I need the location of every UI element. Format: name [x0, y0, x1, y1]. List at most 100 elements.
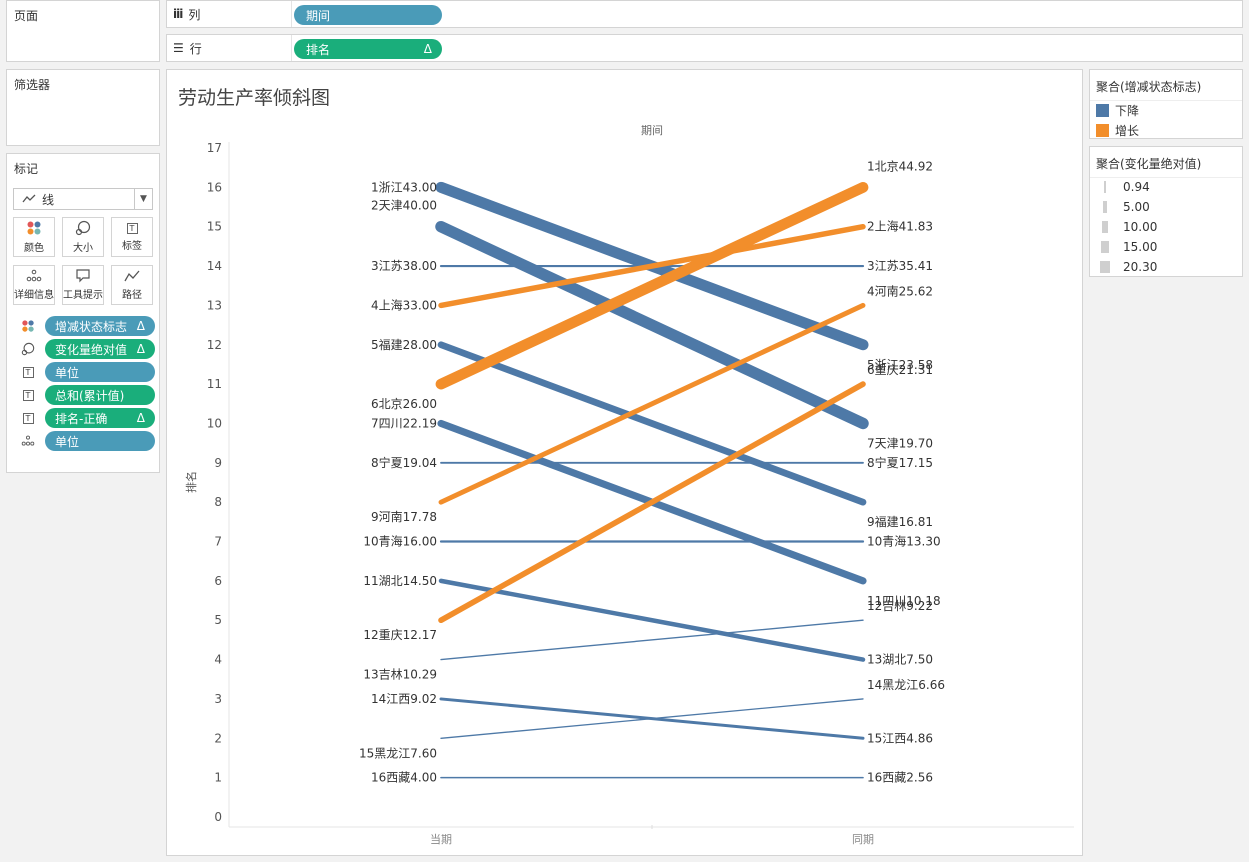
field-pill-abs-change[interactable]: 变化量绝对值 Δ [45, 339, 155, 359]
marks-panel-title: 标记 [14, 162, 39, 176]
filters-panel-title: 筛选器 [14, 78, 51, 92]
data-label-current: 1浙江43.00 [371, 180, 437, 194]
size-legend-item: 5.00 [1100, 200, 1150, 214]
filters-panel[interactable]: 筛选器 [6, 69, 160, 146]
size-button[interactable]: 大小 [62, 217, 104, 257]
path-button[interactable]: 路径 [111, 265, 153, 305]
data-label-current: 9河南17.78 [371, 509, 437, 524]
legend-swatch-increase [1096, 124, 1109, 137]
legend-item-increase[interactable]: 增长 [1096, 122, 1139, 139]
columns-icon: iii [173, 7, 183, 21]
field-pill-unit[interactable]: 单位 [45, 362, 155, 382]
chevron-down-icon[interactable]: ▼ [134, 189, 152, 209]
field-pill-label: 排名-正确 [55, 411, 108, 426]
data-label-prior: 13湖北7.50 [867, 652, 933, 667]
field-pill-detail-unit[interactable]: 单位 [45, 431, 155, 451]
data-label-current: 3江苏38.00 [371, 259, 437, 273]
data-label-prior: 2上海41.83 [867, 219, 933, 234]
delta-icon: Δ [136, 319, 145, 333]
size-icon [21, 342, 35, 356]
series-line [438, 381, 866, 624]
field-pill-cumulative-sum[interactable]: 总和(累计值) [45, 385, 155, 405]
data-label-current: 15黑龙江7.60 [359, 746, 437, 760]
mark-type-label: 线 [42, 192, 55, 207]
data-label-prior: 15江西4.86 [867, 731, 933, 745]
detail-button-label: 详细信息 [14, 290, 54, 301]
legend-item-decrease[interactable]: 下降 [1096, 102, 1139, 119]
data-label-prior: 6重庆21.31 [867, 363, 933, 377]
chart-panel: 劳动生产率倾斜图 期间 0 1 2 3 4 5 6 7 8 9 10 11 12 13 14 15 16 17 排名当… [166, 69, 1083, 856]
color-legend-title: 聚合(增减状态标志) [1096, 80, 1202, 94]
x-category-label: 同期 [852, 833, 874, 846]
tooltip-button[interactable]: 工具提示 [62, 265, 104, 305]
data-label-current: 7四川22.19 [371, 416, 437, 430]
y-tick-label: 16 [207, 180, 222, 194]
row-pill-rank[interactable]: 排名 Δ [294, 39, 442, 59]
series-line [438, 302, 866, 505]
series-line [435, 181, 869, 390]
size-legend-item: 15.00 [1100, 240, 1157, 254]
data-label-current: 4上海33.00 [371, 297, 437, 312]
y-tick-label: 5 [214, 613, 222, 627]
legend-swatch-decrease [1096, 104, 1109, 117]
y-tick-label: 6 [214, 574, 222, 588]
delta-icon: Δ [136, 342, 145, 356]
field-pill-status-flag[interactable]: 增减状态标志 Δ [45, 316, 155, 336]
detail-icon [21, 435, 35, 446]
field-pill-label: 单位 [55, 434, 80, 449]
tooltip-icon [76, 269, 90, 283]
data-label-prior: 7天津19.70 [867, 436, 933, 450]
series-line [437, 341, 867, 506]
columns-shelf[interactable]: iii 列 期间 [166, 0, 1243, 28]
delta-icon: Δ [136, 411, 145, 425]
tooltip-button-label: 工具提示 [63, 290, 103, 301]
field-row-label-rank: T 排名-正确 Δ [19, 408, 155, 428]
field-pill-label: 变化量绝对值 [55, 342, 128, 357]
data-label-current: 8宁夏19.04 [371, 455, 437, 470]
y-tick-label: 1 [214, 771, 222, 785]
size-icon [75, 220, 91, 236]
mark-type-dropdown[interactable]: 线 ▼ [13, 188, 153, 210]
y-tick-label: 9 [214, 456, 222, 470]
color-button-label: 颜色 [24, 243, 44, 254]
path-button-label: 路径 [122, 290, 142, 301]
data-label-current: 10青海16.00 [363, 534, 437, 549]
pages-panel[interactable]: 页面 [6, 0, 160, 62]
field-row-label-sum: T 总和(累计值) [19, 385, 155, 405]
detail-button[interactable]: 详细信息 [13, 265, 55, 305]
rows-shelf[interactable]: ☰ 行 排名 Δ [166, 34, 1243, 62]
data-label-prior: 10青海13.30 [867, 534, 941, 549]
series-line [435, 220, 869, 430]
chart-title: 劳动生产率倾斜图 [178, 87, 331, 109]
field-row-size: 变化量绝对值 Δ [19, 339, 155, 359]
data-label-current: 2天津40.00 [371, 199, 437, 213]
field-row-detail-unit: 单位 [19, 431, 155, 451]
data-label-prior: 1北京44.92 [867, 159, 933, 173]
size-button-label: 大小 [73, 243, 93, 254]
y-tick-label: 0 [214, 810, 222, 824]
field-pill-label: 总和(累计值) [55, 388, 125, 403]
size-legend-item: 10.00 [1100, 220, 1157, 234]
line-mark-icon [22, 194, 36, 203]
color-icon [27, 221, 41, 235]
size-legend-title: 聚合(变化量绝对值) [1096, 157, 1202, 171]
data-label-prior: 9福建16.81 [867, 514, 933, 529]
label-button-label: 标签 [122, 240, 142, 252]
size-legend: 聚合(变化量绝对值) 0.94 5.00 10.00 15.00 20.30 [1089, 146, 1243, 277]
marks-panel: 标记 线 ▼ 颜色 大小 T 标签 详细信息 工具提示 路径 增减状态标志 Δ 变… [6, 153, 160, 473]
label-icon: T [22, 389, 34, 401]
x-category-label: 当期 [430, 832, 452, 846]
delta-icon: Δ [423, 42, 432, 56]
label-button[interactable]: T 标签 [111, 217, 153, 257]
column-pill-period[interactable]: 期间 [294, 5, 442, 25]
field-pill-label: 单位 [55, 365, 80, 380]
series-line [438, 223, 866, 309]
y-tick-label: 17 [207, 141, 222, 155]
field-pill-rank-correct[interactable]: 排名-正确 Δ [45, 408, 155, 428]
data-label-current: 14江西9.02 [371, 692, 437, 706]
rows-icon: ☰ [173, 41, 184, 55]
color-button[interactable]: 颜色 [13, 217, 55, 257]
data-label-current: 12重庆12.17 [363, 628, 437, 642]
path-icon [124, 270, 140, 282]
